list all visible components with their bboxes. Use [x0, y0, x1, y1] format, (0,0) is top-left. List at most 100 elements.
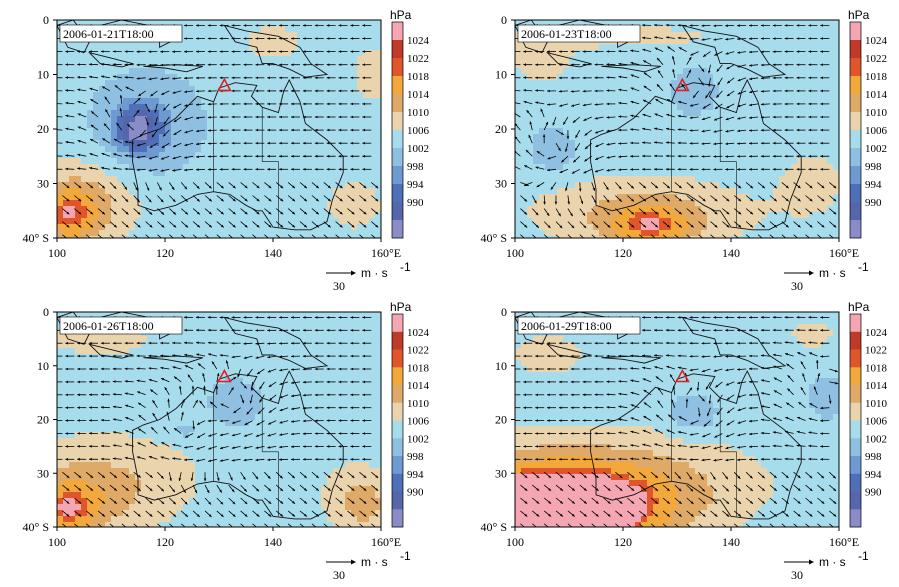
colorbar-swatch: [392, 112, 403, 131]
wind-arrow-head: [595, 131, 599, 134]
wind-arrow-head: [558, 341, 562, 345]
wind-arrow-head: [558, 458, 562, 461]
wind-arrow-head: [255, 342, 259, 345]
wind-arrow-head: [820, 341, 823, 345]
wind-arrow-head: [524, 475, 528, 478]
wind-arrow-head: [302, 445, 306, 448]
wind-arrow-head: [816, 360, 819, 363]
wind-arrow-head: [594, 445, 598, 448]
wind-arrow-head: [279, 342, 282, 345]
colorbar-level-label: 994: [865, 469, 882, 481]
wind-arrow-head: [713, 458, 717, 462]
colorbar-level-label: 1024: [865, 35, 888, 47]
wind-arrow-head: [124, 186, 127, 190]
wind-arrow-head: [167, 398, 170, 402]
wind-arrow-head: [219, 37, 223, 40]
wind-arrow-head: [315, 513, 319, 517]
wind-arrow-head: [726, 93, 730, 97]
wind-arrow-head: [207, 63, 211, 66]
wind-arrow-head: [196, 198, 200, 202]
wind-arrow-head: [547, 380, 550, 384]
wind-arrow-head: [196, 89, 199, 93]
wind-arrow-head: [136, 168, 140, 172]
wind-arrow-head: [524, 513, 528, 517]
wind-arrow-head: [65, 89, 69, 92]
wind-arrow-head: [760, 128, 764, 132]
wind-arrow-head: [796, 50, 800, 53]
wind-arrow-head: [231, 115, 235, 119]
wind-arrow-head: [362, 406, 365, 409]
wind-arrow-head: [594, 63, 598, 66]
wind-arrow-head: [338, 50, 342, 53]
wind-arrow-head: [573, 159, 577, 163]
wind-arrow-head: [267, 329, 270, 332]
wind-arrow-head: [77, 113, 81, 116]
wind-arrow-head: [363, 513, 367, 517]
wind-arrow-head: [737, 129, 740, 133]
wind-arrow-head: [536, 184, 540, 188]
wind-arrow-head: [172, 63, 175, 67]
wind-arrow-head: [809, 352, 813, 355]
wind-arrow-head: [291, 63, 294, 66]
wind-arrow-head: [654, 429, 658, 432]
wind-arrow-head: [655, 513, 658, 517]
wind-arrow-head: [338, 419, 342, 422]
wind-arrow-head: [809, 488, 813, 491]
wind-arrow-head: [808, 89, 812, 93]
wind-arrow-head: [302, 141, 306, 145]
wind-arrow-head: [760, 354, 764, 357]
wind-arrow-head: [362, 458, 365, 461]
wind-arrow-head: [219, 354, 223, 357]
wind-arrow-head: [258, 411, 261, 414]
wind-arrow-head: [525, 149, 529, 153]
wind-arrow-head: [668, 414, 672, 418]
wind-arrow-head: [725, 458, 729, 462]
island-coastline: [223, 316, 329, 369]
wind-arrow-head: [362, 432, 365, 435]
wind-arrow-head: [267, 76, 270, 80]
wind-reference-speed: 30: [791, 279, 803, 293]
wind-arrow-head: [654, 328, 657, 332]
wind-arrow-head: [185, 435, 188, 438]
wind-arrow-head: [713, 329, 717, 332]
wind-arrow-head: [184, 130, 188, 134]
wind-arrow-head: [209, 224, 212, 228]
wind-arrow-head: [511, 342, 514, 345]
wind-arrow-head: [582, 76, 586, 80]
wind-arrow-head: [185, 211, 188, 215]
wind-arrow-head: [267, 316, 270, 319]
wind-arrow-head: [136, 354, 140, 358]
wind-arrow-head: [291, 342, 294, 345]
wind-arrow-head: [243, 37, 247, 40]
wind-arrow-head: [338, 115, 342, 119]
wind-arrow-head: [714, 118, 717, 121]
wind-arrow-head: [350, 37, 354, 40]
wind-arrow-head: [619, 211, 623, 215]
wind-arrow-head: [53, 316, 56, 319]
wind-arrow-head: [606, 367, 610, 371]
wind-arrow-head: [327, 185, 331, 189]
wind-arrow-head: [302, 37, 306, 40]
wind-arrow-head: [702, 434, 706, 438]
wind-arrow-head: [231, 446, 235, 449]
wind-arrow-head: [762, 224, 765, 228]
wind-arrow-head: [571, 488, 575, 491]
wind-arrow-head: [351, 211, 355, 215]
wind-arrow-head: [77, 153, 81, 157]
wind-arrow-head: [716, 68, 720, 72]
colorbar-swatch: [850, 22, 861, 41]
wind-arrow-head: [326, 445, 330, 448]
wind-arrow-head: [220, 403, 224, 407]
wind-arrow-head: [77, 457, 80, 461]
wind-arrow-head: [832, 475, 836, 479]
wind-arrow-head: [833, 211, 837, 215]
wind-arrow-head: [280, 198, 284, 202]
wind-arrow-head: [150, 389, 154, 393]
wind-arrow-head: [150, 93, 154, 97]
wind-arrow-head: [231, 329, 235, 332]
wind-arrow-head: [606, 63, 610, 66]
wind-arrow-head: [77, 88, 81, 92]
wind-arrow-head: [149, 224, 153, 228]
wind-arrow-head: [259, 386, 262, 390]
wind-arrow-head: [184, 458, 187, 462]
